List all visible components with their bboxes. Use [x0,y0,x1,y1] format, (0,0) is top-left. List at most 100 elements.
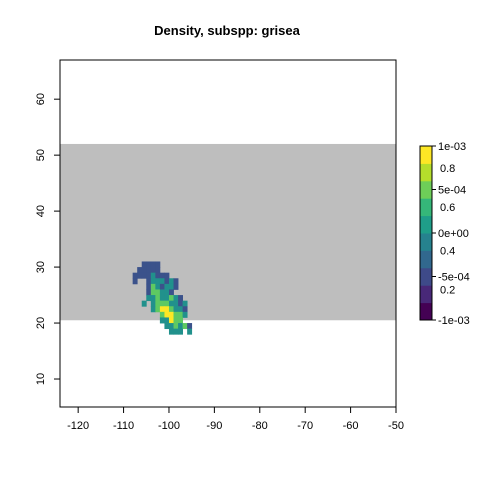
density-cell [132,272,138,279]
x-tick-label: -60 [343,420,359,432]
density-cell [155,300,161,307]
x-tick-label: -80 [252,420,268,432]
density-cell [141,272,147,279]
legend-color-segment [420,198,432,217]
density-cell [178,311,183,318]
density-cell [150,300,156,307]
density-cell [164,317,170,324]
legend-color-segment [420,180,432,199]
density-cells [132,261,193,335]
density-cell [146,289,152,296]
density-cell [178,317,183,324]
x-tick-label: -70 [297,420,313,432]
density-cell [150,261,156,268]
density-cell [141,261,147,268]
color-legend: 1e-03 5e-04 0e+00 -5e-04 -1e-03 0.8 0.6 0.4 0.2 [419,141,470,327]
density-cell [146,295,152,302]
density-cell [155,261,161,268]
density-cell [173,317,179,324]
density-cell [150,278,156,285]
density-cell [146,272,152,279]
x-axis: -120 -110 -100 -90 -80 -70 -60 -50 [67,406,404,432]
density-cell [168,295,174,302]
density-cell [178,328,183,335]
density-cell [155,267,161,274]
y-tick-label: 20 [35,317,47,329]
density-cell [164,278,170,285]
density-cell [146,278,152,285]
legend-label: 1e-03 [438,141,466,153]
density-cell [173,295,179,302]
density-cell [168,300,174,307]
density-cell [155,283,161,290]
legend-inner-label: 0.4 [440,245,455,257]
density-cell [168,289,174,296]
legend-color-segment [420,302,432,321]
legend-color-segment [420,163,432,182]
density-cell [168,311,174,318]
y-tick-label: 10 [35,373,47,385]
legend-color-segment [420,267,432,286]
y-tick-label: 50 [35,149,47,161]
density-cell [182,311,188,318]
x-tick-label: -50 [388,420,404,432]
density-cell [146,283,152,290]
x-tick-label: -90 [206,420,222,432]
density-cell [159,272,165,279]
density-cell [164,323,170,330]
density-cell [155,278,161,285]
density-cell [155,289,161,296]
density-cell [150,272,156,279]
density-cell [182,300,188,307]
density-cell [173,278,179,285]
legend-label: -1e-03 [438,315,470,327]
density-cell [137,272,143,279]
legend-color-segment [420,233,432,251]
x-tick-label: -100 [158,420,180,432]
density-cell [168,317,174,324]
density-cell [164,306,170,313]
density-cell [150,306,156,313]
density-cell [168,278,174,285]
legend-color-segment [420,215,432,234]
density-cell [168,306,174,313]
legend-color-segment [420,285,432,304]
density-cell [173,300,179,307]
y-tick-label: 30 [35,261,47,273]
density-cell [178,306,183,313]
legend-label: -5e-04 [438,272,470,284]
x-tick-label: -120 [67,420,89,432]
density-cell [150,289,156,296]
density-cell [150,267,156,274]
background-band [60,143,396,321]
density-cell [173,283,179,290]
density-cell [132,278,138,285]
density-cell [178,300,183,307]
density-cell [159,278,165,285]
density-cell [159,283,165,290]
density-cell [173,323,179,330]
density-cell [159,300,165,307]
density-cell [137,267,143,274]
density-cell [178,295,183,302]
legend-color-segment [420,146,432,164]
density-cell [164,311,170,318]
density-cell [164,283,170,290]
density-cell [155,306,161,313]
density-cell [159,295,165,302]
background-band-layer [60,143,396,321]
density-cell [187,328,193,335]
density-cell [155,295,161,302]
chart-title: Density, subspp: grisea [154,23,300,38]
density-cell [141,300,147,307]
y-axis: 10 20 30 40 50 60 [35,93,61,385]
density-cell [182,306,188,313]
y-tick-label: 60 [35,93,47,105]
density-cell [159,317,165,324]
density-cell [155,272,161,279]
density-cell [173,306,179,313]
legend-inner-label: 0.2 [440,285,455,297]
density-cell [168,283,174,290]
legend-inner-label: 0.8 [440,163,455,175]
